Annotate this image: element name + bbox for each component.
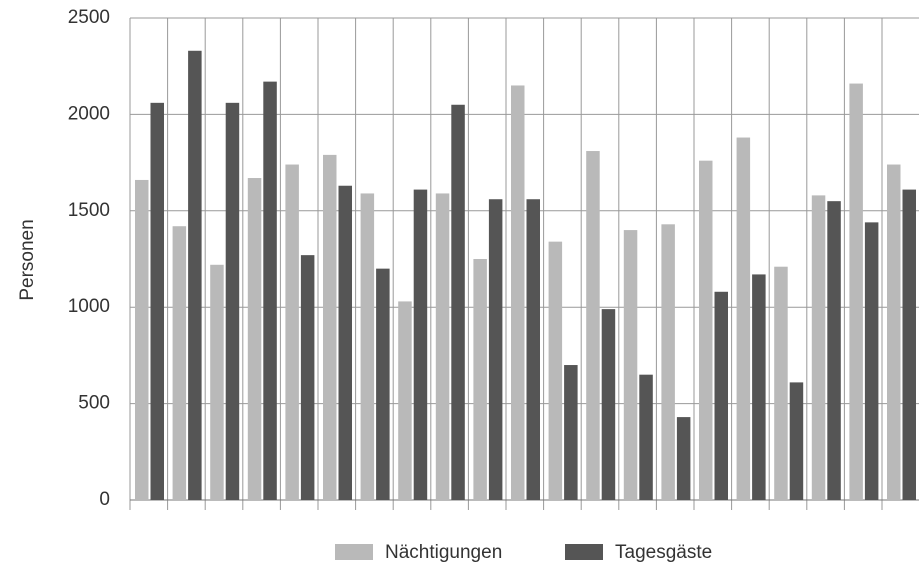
bar xyxy=(338,185,352,500)
bar xyxy=(526,199,540,500)
bar xyxy=(225,102,240,500)
y-tick-label: 2000 xyxy=(68,103,110,124)
bar xyxy=(564,365,578,500)
bar xyxy=(376,268,390,500)
bar xyxy=(451,104,465,500)
legend-swatch xyxy=(335,544,373,560)
bar xyxy=(398,301,412,500)
bar xyxy=(849,83,863,500)
bar xyxy=(511,85,525,500)
bar xyxy=(247,178,262,501)
y-tick-label: 2500 xyxy=(68,7,110,28)
bar xyxy=(714,291,728,500)
bar xyxy=(323,154,337,500)
y-tick-label: 1500 xyxy=(68,200,110,221)
bar xyxy=(789,382,804,500)
bar xyxy=(736,137,751,500)
bar xyxy=(676,417,691,500)
bar xyxy=(864,222,879,501)
bar xyxy=(435,193,450,500)
bar xyxy=(623,230,638,500)
bar xyxy=(413,189,428,501)
bar xyxy=(263,81,277,501)
y-axis-label: Personen xyxy=(17,219,38,300)
bar xyxy=(811,195,826,500)
bar xyxy=(827,201,841,500)
legend-label: Tagesgäste xyxy=(615,542,712,563)
bar xyxy=(887,164,901,500)
bar xyxy=(661,224,675,500)
legend-label: Nächtigungen xyxy=(385,542,502,563)
bar xyxy=(902,189,916,501)
legend-swatch xyxy=(565,544,603,560)
bar xyxy=(360,193,375,500)
bar xyxy=(473,259,487,500)
bar xyxy=(172,226,187,500)
bar xyxy=(601,309,616,500)
bar xyxy=(586,151,600,501)
bar xyxy=(548,241,563,500)
bar xyxy=(699,160,713,500)
y-tick-label: 1000 xyxy=(68,296,110,317)
bar xyxy=(774,266,788,500)
y-tick-label: 500 xyxy=(78,393,110,414)
bar xyxy=(639,374,653,500)
y-tick-label: 0 xyxy=(99,489,110,510)
bar xyxy=(488,199,503,500)
bar xyxy=(752,274,766,500)
bar xyxy=(285,164,299,500)
bar xyxy=(300,255,315,500)
bar xyxy=(188,50,202,500)
bar xyxy=(150,102,164,500)
bar xyxy=(210,264,224,500)
bar xyxy=(135,179,149,500)
